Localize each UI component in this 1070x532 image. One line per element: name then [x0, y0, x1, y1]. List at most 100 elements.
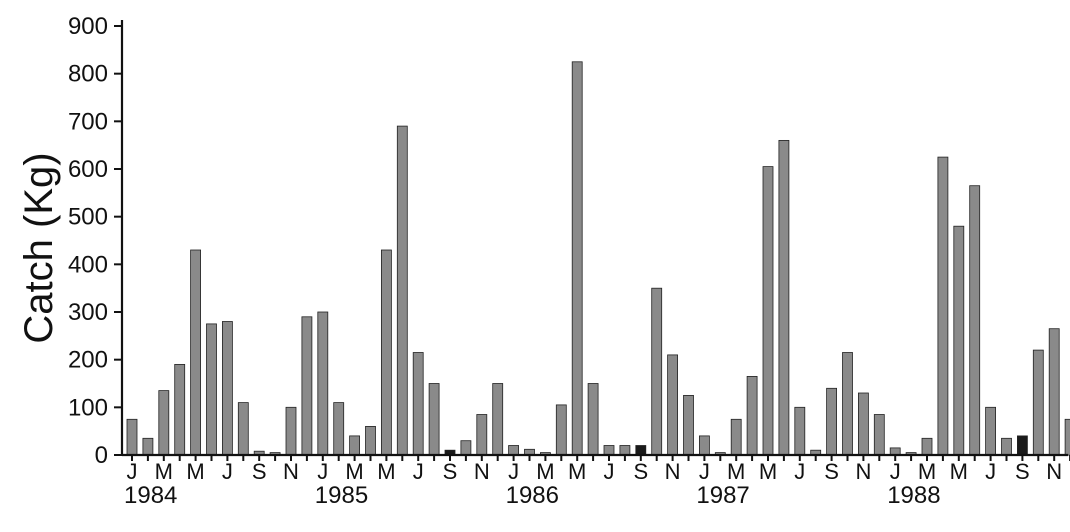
bar: [365, 425, 376, 456]
bar: [396, 125, 408, 456]
bar: [412, 352, 424, 456]
bar: [317, 311, 329, 456]
bar: [1064, 418, 1070, 456]
y-tick-label: 600: [68, 156, 108, 183]
bar: [301, 316, 313, 456]
year-label: 1986: [506, 482, 559, 509]
y-tick-label: 0: [95, 442, 108, 469]
bar: [555, 404, 567, 456]
y-tick-label: 700: [68, 108, 108, 135]
bar: [858, 392, 869, 456]
bar: [730, 418, 742, 456]
x-tick-label: J: [127, 459, 138, 484]
x-tick-label: M: [536, 459, 554, 484]
year-label: 1984: [124, 482, 177, 509]
bar: [1032, 349, 1044, 456]
bar: [683, 394, 694, 456]
x-tick-label: J: [413, 459, 424, 484]
x-tick-label: J: [985, 459, 996, 484]
bar: [921, 437, 933, 456]
x-tick-label: J: [317, 459, 328, 484]
x-tick-label: M: [345, 459, 363, 484]
y-axis: 0 100 200 300 400 500 600 700 800 900: [68, 13, 124, 469]
bar: [953, 225, 965, 456]
bar: [826, 387, 837, 456]
x-tick-label: S: [443, 459, 458, 484]
bar: [937, 156, 949, 456]
bar: [603, 445, 615, 456]
bar: [190, 249, 202, 456]
bar: [1048, 328, 1060, 456]
bar: [651, 287, 663, 456]
x-tick-label: M: [727, 459, 745, 484]
x-tick-label: N: [855, 459, 871, 484]
bar: [142, 437, 154, 456]
bar: [619, 445, 631, 456]
x-tick-label: N: [665, 459, 681, 484]
x-tick-label: S: [252, 459, 267, 484]
x-tick-label: J: [222, 459, 233, 484]
bar: [126, 418, 138, 456]
x-tick-label: J: [604, 459, 615, 484]
bar: [206, 323, 217, 456]
bar: [174, 363, 186, 456]
x-tick-label: M: [759, 459, 777, 484]
bar: [428, 383, 440, 456]
x-tick-label: M: [918, 459, 936, 484]
x-tick-label: J: [508, 459, 519, 484]
bar: [333, 402, 345, 456]
bar: [508, 445, 520, 456]
bar: [476, 414, 488, 456]
y-tick-label: 200: [68, 347, 108, 374]
x-tick-label: S: [1015, 459, 1030, 484]
bar: [237, 402, 249, 456]
bar: [349, 435, 361, 456]
bar: [1017, 435, 1028, 456]
bar: [221, 321, 233, 456]
bar: [285, 406, 297, 456]
y-tick-label: 400: [68, 251, 108, 278]
bar: [635, 445, 647, 456]
y-tick-label: 900: [68, 13, 108, 40]
bar: [380, 249, 392, 456]
bar: [842, 352, 853, 456]
bar: [667, 354, 678, 456]
year-label: 1988: [887, 482, 940, 509]
bar: [873, 414, 885, 456]
x-tick-label: M: [950, 459, 968, 484]
x-tick-label: J: [794, 459, 805, 484]
x-tick-label: N: [1046, 459, 1062, 484]
bar: [460, 440, 472, 456]
y-axis-label: Catch (Kg): [17, 152, 61, 343]
x-tick-label: M: [377, 459, 395, 484]
bar: [985, 406, 996, 456]
year-label: 1985: [315, 482, 368, 509]
x-tick-label: M: [568, 459, 586, 484]
x-tick-label: M: [155, 459, 173, 484]
y-tick-label: 100: [68, 394, 108, 421]
bar: [158, 390, 170, 456]
x-tick-label: S: [824, 459, 839, 484]
y-tick-label: 500: [68, 204, 108, 231]
bar: [794, 406, 806, 456]
bar: [571, 61, 583, 456]
x-tick-label: N: [474, 459, 490, 484]
x-tick-label: M: [186, 459, 204, 484]
bars: [126, 61, 1070, 456]
bar: [778, 139, 790, 456]
bar: [1001, 437, 1012, 456]
x-tick-label: J: [890, 459, 901, 484]
bar: [746, 375, 758, 456]
x-tick-label: S: [633, 459, 648, 484]
y-tick-label: 300: [68, 299, 108, 326]
bar: [587, 383, 599, 456]
year-label: 1987: [696, 482, 749, 509]
bar: [762, 166, 774, 456]
y-tick-label: 800: [68, 61, 108, 88]
x-tick-label: J: [699, 459, 710, 484]
bar: [492, 383, 504, 456]
bar: [699, 435, 710, 456]
bar: [969, 185, 981, 456]
